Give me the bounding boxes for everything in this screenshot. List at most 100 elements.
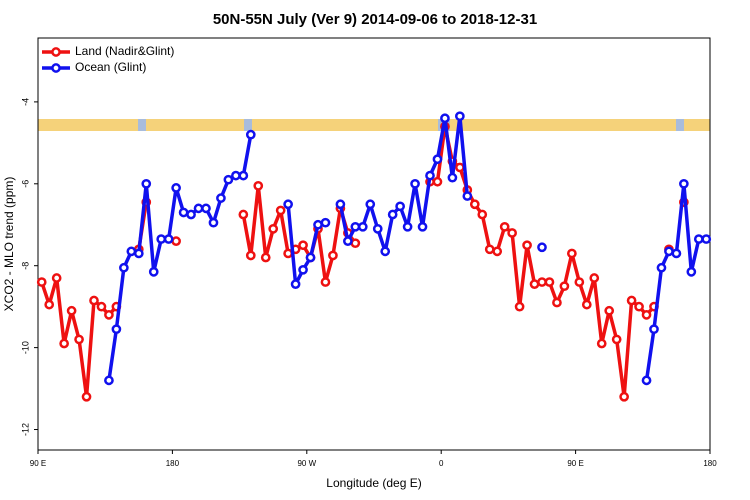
point xyxy=(417,221,428,232)
point xyxy=(238,170,249,181)
point xyxy=(104,375,114,386)
point xyxy=(537,277,547,287)
point xyxy=(581,299,592,310)
point xyxy=(66,305,77,316)
point xyxy=(313,219,323,230)
point xyxy=(260,252,271,263)
point xyxy=(36,277,47,287)
point xyxy=(231,170,241,181)
point xyxy=(619,391,629,402)
point xyxy=(305,252,316,263)
x-tick-label: 180 xyxy=(166,459,180,468)
point xyxy=(290,279,301,289)
point xyxy=(268,223,279,234)
x-tick-label: 180 xyxy=(703,459,717,468)
point xyxy=(589,273,600,283)
point xyxy=(507,228,517,238)
point xyxy=(216,193,226,203)
point xyxy=(402,221,413,232)
point xyxy=(380,246,391,257)
point xyxy=(298,264,308,275)
point xyxy=(320,217,331,228)
point xyxy=(626,295,637,306)
point xyxy=(641,310,652,320)
point xyxy=(298,240,308,251)
point xyxy=(193,203,204,214)
point xyxy=(365,199,376,210)
chart-title: 50N-55N July (Ver 9) 2014-09-06 to 2018-… xyxy=(213,11,537,28)
point xyxy=(432,154,443,165)
series-line xyxy=(42,126,684,396)
point xyxy=(350,221,361,232)
point xyxy=(462,191,473,201)
point xyxy=(163,234,174,244)
point xyxy=(283,248,293,259)
point xyxy=(432,176,443,187)
point xyxy=(522,240,532,251)
point xyxy=(208,217,219,228)
point xyxy=(514,301,525,312)
point xyxy=(492,246,503,257)
y-axis-label: XCO2 - MLO trend (ppm) xyxy=(2,177,16,312)
point xyxy=(425,170,435,181)
legend-marker xyxy=(51,63,61,73)
legend-label: Ocean (Glint) xyxy=(75,60,146,74)
x-tick-label: 90 W xyxy=(297,459,316,468)
point xyxy=(178,207,189,218)
point xyxy=(372,223,383,234)
point xyxy=(656,262,667,273)
point xyxy=(245,250,256,261)
point xyxy=(245,129,256,140)
point xyxy=(357,221,368,232)
point xyxy=(141,178,152,189)
point xyxy=(96,301,107,312)
point xyxy=(701,234,712,244)
point xyxy=(126,246,137,257)
point xyxy=(469,199,480,210)
y-tick-label: -6 xyxy=(20,180,30,188)
point xyxy=(410,178,420,189)
y-tick-label: -12 xyxy=(20,423,30,436)
point xyxy=(387,209,398,220)
point xyxy=(477,209,488,220)
point xyxy=(350,238,361,249)
point xyxy=(611,334,622,345)
point xyxy=(529,279,540,289)
point xyxy=(171,183,181,193)
x-tick-label: 90 E xyxy=(30,459,46,468)
point xyxy=(275,205,286,216)
y-tick-label: -10 xyxy=(20,341,30,354)
point xyxy=(171,236,181,246)
point xyxy=(253,180,264,191)
point xyxy=(604,305,615,316)
point xyxy=(238,209,249,220)
series-line xyxy=(107,114,707,381)
point xyxy=(343,236,353,246)
land-ocean-strip xyxy=(38,119,710,131)
point xyxy=(74,334,84,345)
x-tick-label: 90 E xyxy=(567,459,583,468)
legend-label: Land (Nadir&Glint) xyxy=(75,44,174,58)
point xyxy=(89,295,99,306)
point xyxy=(223,174,234,185)
y-tick-label: -4 xyxy=(20,98,30,106)
point xyxy=(44,299,55,310)
point xyxy=(156,234,167,244)
point xyxy=(395,201,405,212)
point xyxy=(596,338,607,349)
point xyxy=(455,162,465,173)
point xyxy=(544,277,555,287)
x-axis-label: Longitude (deg E) xyxy=(326,476,421,490)
point xyxy=(440,113,450,124)
legend-marker xyxy=(51,47,61,57)
point xyxy=(335,199,346,210)
point xyxy=(59,338,69,349)
point xyxy=(641,375,652,386)
point xyxy=(634,301,644,312)
point xyxy=(537,242,547,253)
point xyxy=(111,324,122,335)
point xyxy=(567,248,577,259)
point xyxy=(51,273,62,283)
point xyxy=(119,262,129,273)
plot-frame xyxy=(37,37,711,451)
